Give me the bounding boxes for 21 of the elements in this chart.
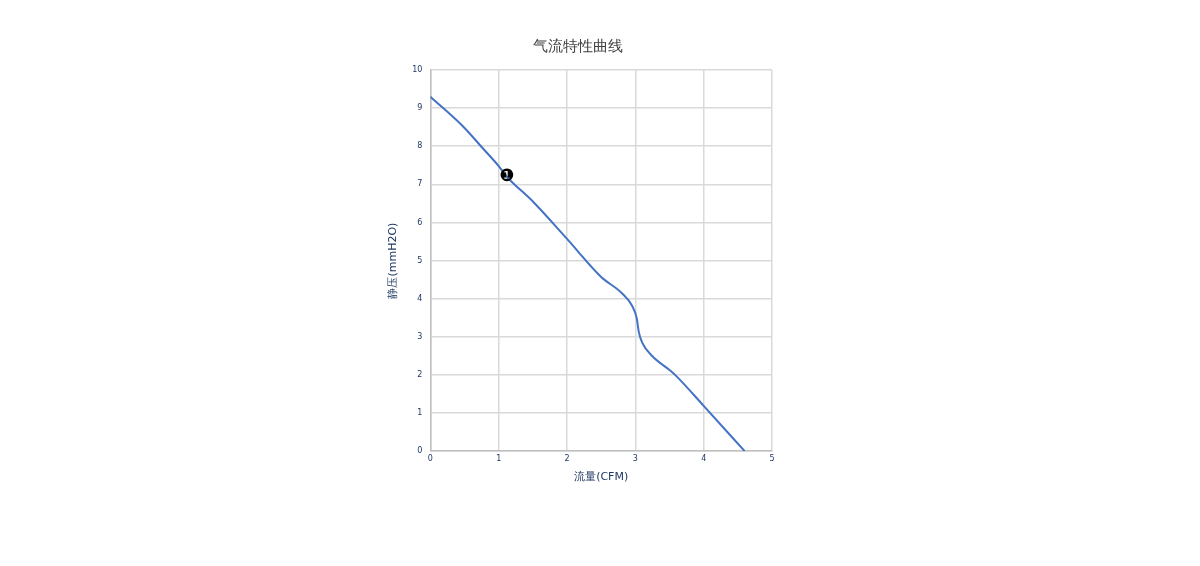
- x-tick-label: 3: [632, 454, 638, 464]
- x-tick-label: 2: [564, 454, 570, 464]
- y-tick-label: 8: [417, 141, 423, 151]
- chart-title: 气流特性曲线: [532, 36, 623, 55]
- y-tick-label: 5: [417, 255, 423, 265]
- y-tick-label: 1: [417, 408, 423, 418]
- y-tick-label: 7: [417, 179, 423, 189]
- y-axis-title: 静压(mmH2O): [386, 222, 400, 299]
- y-tick-label: 4: [417, 293, 423, 303]
- x-axis-title: 流量(CFM): [574, 470, 629, 484]
- y-tick-label: 10: [412, 65, 423, 75]
- x-tick-label: 1: [496, 454, 502, 464]
- x-tick-label: 0: [427, 454, 433, 464]
- y-tick-label: 0: [417, 446, 423, 456]
- y-tick-label: 6: [417, 217, 423, 227]
- y-tick-label: 3: [417, 331, 423, 341]
- line-series: [430, 95, 746, 452]
- y-tick-label: 2: [417, 370, 423, 380]
- y-tick-label: 9: [417, 103, 423, 113]
- x-tick-label: 5: [769, 454, 775, 464]
- x-tick-label: 4: [701, 454, 707, 464]
